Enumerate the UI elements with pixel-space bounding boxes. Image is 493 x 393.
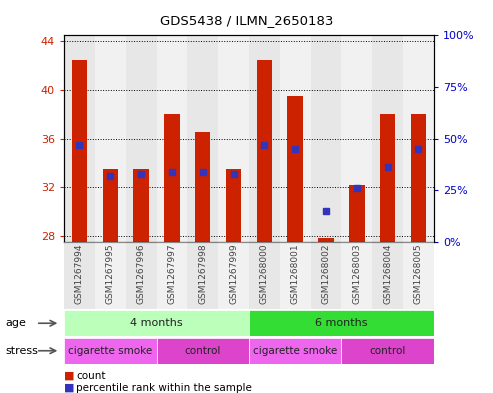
Bar bbox=[380, 114, 395, 242]
Text: GSM1267996: GSM1267996 bbox=[137, 244, 145, 305]
Text: GSM1268004: GSM1268004 bbox=[383, 244, 392, 304]
Text: GSM1268000: GSM1268000 bbox=[260, 244, 269, 305]
Text: cigarette smoke: cigarette smoke bbox=[68, 346, 152, 356]
Text: age: age bbox=[5, 318, 26, 328]
Text: GSM1267994: GSM1267994 bbox=[75, 244, 84, 304]
Bar bbox=[64, 242, 95, 309]
Bar bbox=[157, 338, 249, 364]
Bar bbox=[403, 242, 434, 309]
Text: percentile rank within the sample: percentile rank within the sample bbox=[76, 383, 252, 393]
Text: control: control bbox=[369, 346, 406, 356]
Text: GDS5438 / ILMN_2650183: GDS5438 / ILMN_2650183 bbox=[160, 14, 333, 27]
Bar bbox=[403, 35, 434, 242]
Bar bbox=[341, 338, 434, 364]
Bar bbox=[249, 338, 341, 364]
Bar bbox=[134, 169, 149, 242]
Text: cigarette smoke: cigarette smoke bbox=[253, 346, 337, 356]
Text: 4 months: 4 months bbox=[130, 318, 183, 328]
Bar bbox=[249, 35, 280, 242]
Text: GSM1268003: GSM1268003 bbox=[352, 244, 361, 305]
Bar bbox=[164, 114, 179, 242]
Bar bbox=[311, 35, 341, 242]
Bar bbox=[95, 242, 126, 309]
Bar bbox=[287, 96, 303, 242]
Text: GSM1267998: GSM1267998 bbox=[198, 244, 207, 305]
Bar bbox=[341, 35, 372, 242]
Text: GSM1267995: GSM1267995 bbox=[106, 244, 115, 305]
Bar bbox=[311, 242, 341, 309]
Bar bbox=[126, 242, 157, 309]
Bar bbox=[187, 35, 218, 242]
Bar bbox=[280, 242, 311, 309]
Bar bbox=[218, 35, 249, 242]
Bar bbox=[157, 35, 187, 242]
Bar bbox=[126, 35, 157, 242]
Text: GSM1267999: GSM1267999 bbox=[229, 244, 238, 305]
Bar bbox=[64, 310, 249, 336]
Bar bbox=[195, 132, 211, 242]
Bar bbox=[249, 310, 434, 336]
Bar bbox=[249, 242, 280, 309]
Bar bbox=[72, 60, 87, 242]
Bar bbox=[372, 242, 403, 309]
Bar bbox=[103, 169, 118, 242]
Text: count: count bbox=[76, 371, 106, 381]
Text: control: control bbox=[184, 346, 221, 356]
Bar bbox=[226, 169, 241, 242]
Bar bbox=[280, 35, 311, 242]
Bar bbox=[64, 338, 157, 364]
Bar bbox=[187, 242, 218, 309]
Text: stress: stress bbox=[5, 346, 38, 356]
Text: GSM1267997: GSM1267997 bbox=[168, 244, 176, 305]
Text: GSM1268002: GSM1268002 bbox=[321, 244, 330, 304]
Bar bbox=[218, 242, 249, 309]
Text: GSM1268005: GSM1268005 bbox=[414, 244, 423, 305]
Text: 6 months: 6 months bbox=[315, 318, 368, 328]
Bar bbox=[157, 242, 187, 309]
Text: ■: ■ bbox=[64, 371, 74, 381]
Bar bbox=[257, 60, 272, 242]
Bar bbox=[95, 35, 126, 242]
Bar bbox=[411, 114, 426, 242]
Bar bbox=[64, 35, 95, 242]
Text: ■: ■ bbox=[64, 383, 74, 393]
Text: GSM1268001: GSM1268001 bbox=[291, 244, 300, 305]
Bar bbox=[349, 185, 364, 242]
Bar bbox=[372, 35, 403, 242]
Bar bbox=[318, 238, 334, 242]
Bar bbox=[341, 242, 372, 309]
